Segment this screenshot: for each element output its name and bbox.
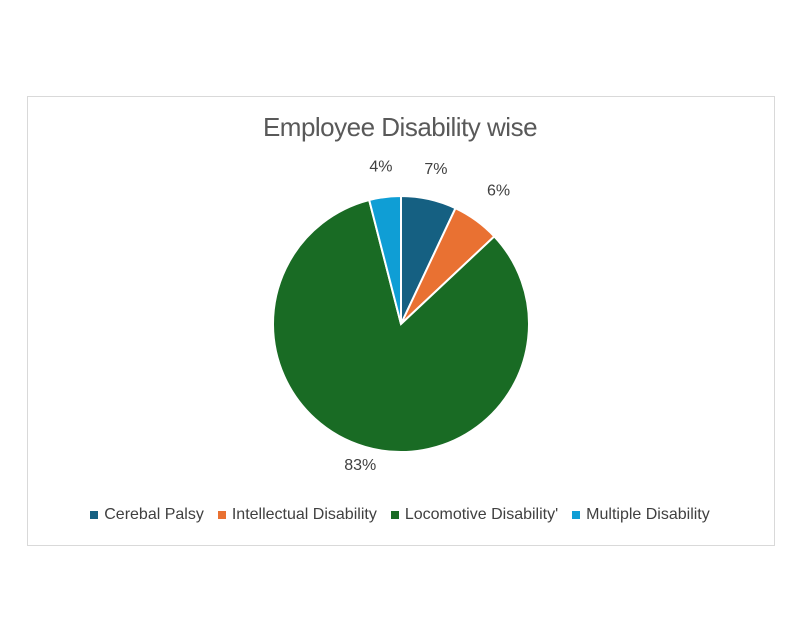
label-cerebal-palsy: 7% bbox=[424, 161, 447, 178]
label-intellectual-disability: 6% bbox=[487, 183, 510, 200]
slice-locomotive-disability bbox=[272, 198, 530, 453]
legend-label: Locomotive Disability' bbox=[404, 506, 559, 523]
legend-swatch bbox=[572, 511, 581, 519]
legend-label: Multiple Disability bbox=[586, 506, 710, 523]
legend-swatch bbox=[90, 511, 99, 519]
legend-item: Cerebal Palsy bbox=[90, 506, 204, 524]
slice-multiple-disability bbox=[367, 194, 402, 325]
legend-item: Multiple Disability bbox=[572, 506, 710, 524]
chart-title: Employee Disability wise bbox=[262, 112, 538, 142]
legend-label: Cerebal Palsy bbox=[104, 506, 204, 523]
legend-item: Locomotive Disability' bbox=[390, 506, 559, 524]
label-locomotive-disability: 83% bbox=[344, 457, 376, 474]
label-multiple-disability: 4% bbox=[369, 158, 392, 175]
chart-legend: Cerebal Palsy Intellectual Disability Loco… bbox=[0, 503, 800, 527]
legend-swatch bbox=[390, 511, 399, 519]
legend-swatch bbox=[217, 511, 226, 519]
legend-item: Intellectual Disability bbox=[217, 506, 377, 524]
legend-label: Intellectual Disability bbox=[231, 506, 377, 523]
